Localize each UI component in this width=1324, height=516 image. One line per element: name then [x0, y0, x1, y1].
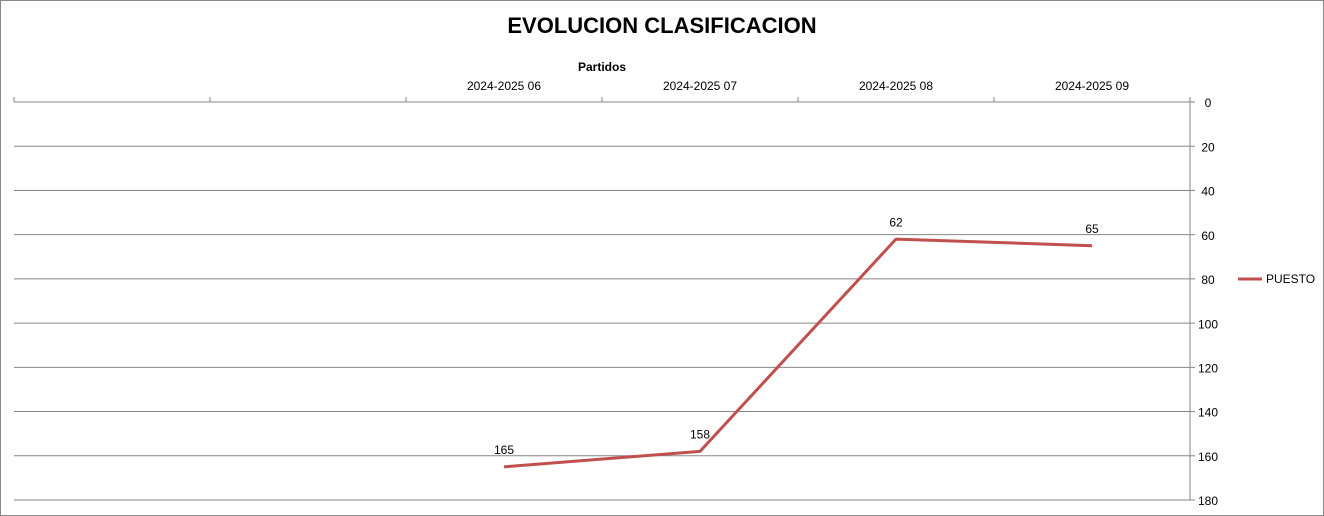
x-tick-label: 2024-2025 09 [1055, 79, 1129, 93]
y-tick-label: 60 [1201, 229, 1215, 243]
x-tick-label: 2024-2025 07 [663, 79, 737, 93]
y-tick-label: 180 [1198, 494, 1218, 508]
y-tick-label: 140 [1198, 406, 1218, 420]
y-tick-label: 0 [1205, 96, 1212, 110]
chart-title: EVOLUCION CLASIFICACION [507, 13, 816, 38]
y-tick-label: 120 [1198, 362, 1218, 376]
x-tick-label: 2024-2025 08 [859, 79, 933, 93]
data-label: 165 [494, 443, 514, 457]
y-tick-label: 100 [1198, 317, 1218, 331]
y-tick-label: 160 [1198, 450, 1218, 464]
y-tick-label: 20 [1201, 140, 1215, 154]
y-tick-label: 40 [1201, 185, 1215, 199]
data-label: 62 [889, 215, 903, 229]
data-label: 65 [1085, 222, 1099, 236]
legend-label: PUESTO [1266, 272, 1315, 286]
data-label: 158 [690, 428, 710, 442]
y-tick-label: 80 [1201, 273, 1215, 287]
x-axis-title: Partidos [578, 60, 626, 74]
x-tick-label: 2024-2025 06 [467, 79, 541, 93]
series-line [503, 237, 1093, 469]
